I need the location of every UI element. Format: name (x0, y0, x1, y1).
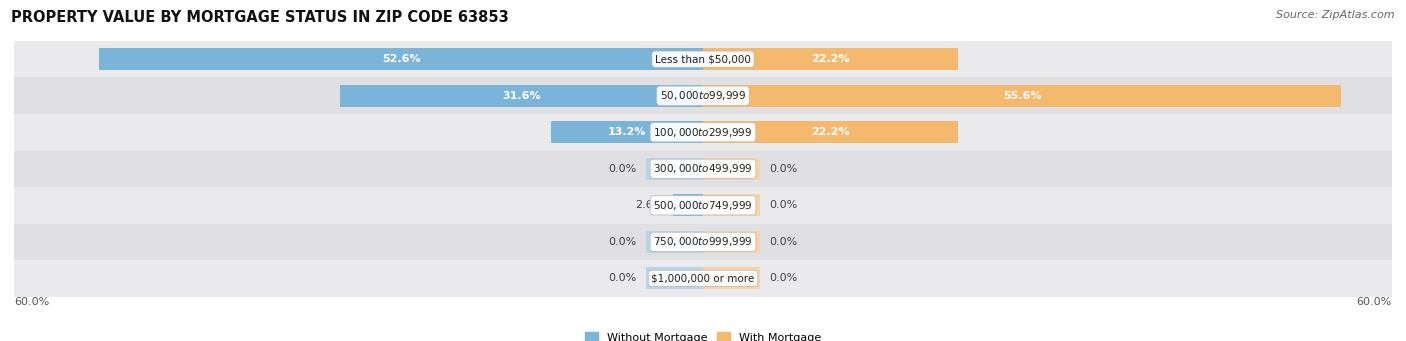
Bar (14, 150, 1392, 187)
Bar (703, 267, 761, 290)
Bar (703, 194, 761, 216)
Text: 0.0%: 0.0% (769, 237, 797, 247)
Text: 60.0%: 60.0% (1357, 297, 1392, 307)
Bar (645, 231, 703, 253)
Bar (551, 121, 703, 143)
Legend: Without Mortgage, With Mortgage: Without Mortgage, With Mortgage (581, 328, 825, 341)
Bar (14, 77, 1392, 114)
Text: 0.0%: 0.0% (769, 273, 797, 283)
Text: 0.0%: 0.0% (609, 273, 637, 283)
Text: PROPERTY VALUE BY MORTGAGE STATUS IN ZIP CODE 63853: PROPERTY VALUE BY MORTGAGE STATUS IN ZIP… (11, 10, 509, 25)
Text: 13.2%: 13.2% (607, 127, 647, 137)
Text: 0.0%: 0.0% (769, 200, 797, 210)
Bar (703, 48, 957, 70)
Bar (703, 231, 761, 253)
Bar (703, 158, 761, 180)
Text: 0.0%: 0.0% (609, 237, 637, 247)
Text: 55.6%: 55.6% (1002, 91, 1042, 101)
Text: 0.0%: 0.0% (609, 164, 637, 174)
Bar (645, 158, 703, 180)
Text: 52.6%: 52.6% (381, 54, 420, 64)
Bar (14, 224, 1392, 260)
Text: 60.0%: 60.0% (14, 297, 49, 307)
Text: 22.2%: 22.2% (811, 127, 849, 137)
Bar (98, 48, 703, 70)
Bar (14, 114, 1392, 150)
Text: $300,000 to $499,999: $300,000 to $499,999 (654, 162, 752, 175)
Text: $500,000 to $749,999: $500,000 to $749,999 (654, 199, 752, 212)
Text: $100,000 to $299,999: $100,000 to $299,999 (654, 126, 752, 139)
Text: 2.6%: 2.6% (636, 200, 664, 210)
Text: Less than $50,000: Less than $50,000 (655, 54, 751, 64)
Text: $750,000 to $999,999: $750,000 to $999,999 (654, 235, 752, 248)
Bar (645, 267, 703, 290)
Text: 22.2%: 22.2% (811, 54, 849, 64)
Text: $50,000 to $99,999: $50,000 to $99,999 (659, 89, 747, 102)
Text: $1,000,000 or more: $1,000,000 or more (651, 273, 755, 283)
Text: Source: ZipAtlas.com: Source: ZipAtlas.com (1277, 10, 1395, 20)
Bar (14, 41, 1392, 77)
Bar (703, 85, 1341, 107)
Bar (673, 194, 703, 216)
Bar (703, 121, 957, 143)
Text: 31.6%: 31.6% (502, 91, 541, 101)
Bar (340, 85, 703, 107)
Text: 0.0%: 0.0% (769, 164, 797, 174)
Bar (14, 260, 1392, 297)
Bar (14, 187, 1392, 224)
